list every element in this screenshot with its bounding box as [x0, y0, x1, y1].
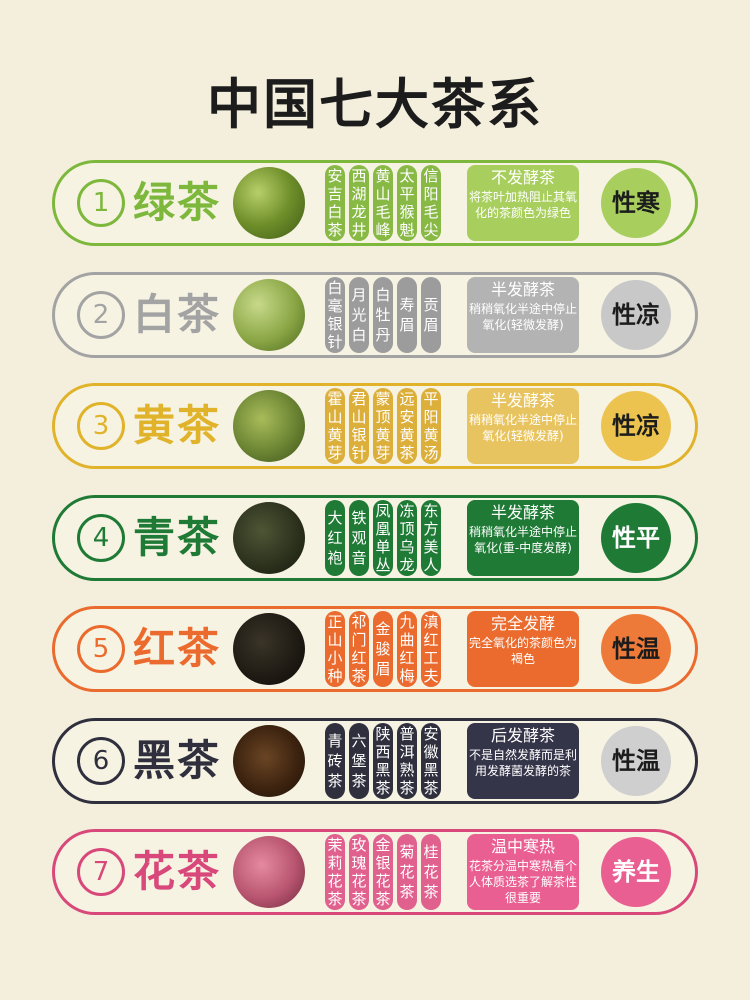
tea-number-label: 2: [92, 299, 110, 330]
tea-variety: 平阳黄汤: [421, 388, 441, 464]
tea-variety: 菊花茶: [397, 834, 417, 910]
green-tea-leaves-icon: [233, 167, 305, 239]
tea-row: 4 青茶 大红袍 铁观音 凤凰单丛 冻顶乌龙 东方美人 半发酵茶 稍稍氧化半途中停止氧化(重-中…: [52, 494, 698, 581]
tea-variety: 远安黄茶: [397, 388, 417, 464]
rose-buds-icon: [233, 836, 305, 908]
process-title: 不发酵茶: [490, 168, 555, 187]
tea-variety: 太平猴魁: [397, 165, 417, 241]
tea-number-label: 6: [92, 745, 110, 776]
process-title: 半发酵茶: [490, 391, 555, 410]
dark-tea-brick-icon: [233, 724, 305, 797]
process-title: 半发酵茶: [490, 502, 555, 522]
process-desc: 稍稍氧化半途中停止氧化(轻微发酵): [468, 301, 577, 332]
tea-name: 青茶: [133, 512, 222, 562]
process-title: 完全发酵: [490, 614, 555, 633]
tea-variety: 陕西黑茶: [373, 722, 393, 799]
process-box: 半发酵茶稍稍氧化半途中停止氧化(轻微发酵): [467, 388, 579, 464]
tea-variety: 普洱熟茶: [397, 722, 417, 799]
process-box: 完全发酵完全氧化的茶颜色为褐色: [467, 611, 579, 687]
process-desc: 花茶分温中寒热看个人体质选茶了解茶性很重要: [468, 859, 577, 905]
oolong-tea-leaves-icon: [233, 501, 305, 574]
tea-number-label: 7: [92, 857, 110, 887]
tea-nature-badge: 养生: [601, 837, 671, 907]
process-box: 后发酵茶 不是自然发酵而是利用发酵菌发酵的茶: [467, 722, 579, 799]
tea-variety: 桂花茶: [421, 834, 441, 910]
process-desc: 稍稍氧化半途中停止氧化(轻微发酵): [468, 413, 577, 443]
tea-variety: 玫瑰花茶: [349, 834, 369, 910]
tea-variety: 安徽黑茶: [421, 722, 441, 799]
process-desc: 将茶叶加热阻止其氧化的茶颜色为绿色: [468, 190, 577, 220]
tea-variety: 祁门红茶: [349, 611, 369, 687]
tea-variety: 铁观音: [349, 499, 369, 576]
tea-name: 黄茶: [133, 401, 222, 450]
tea-variety: 蒙顶黄芽: [373, 388, 393, 464]
tea-variety: 正山小种: [325, 611, 345, 687]
tea-number-label: 3: [92, 411, 110, 441]
tea-variety: 大红袍: [325, 499, 345, 576]
tea-row: 3 黄茶 霍山黄芽 君山银针 蒙顶黄芽 远安黄茶 平阳黄汤 半发酵茶稍稍氧化半途中停止氧化(轻…: [52, 383, 698, 469]
process-title: 后发酵茶: [490, 725, 555, 745]
tea-variety: 茉莉花茶: [325, 834, 345, 910]
process-desc: 完全氧化的茶颜色为褐色: [468, 636, 577, 666]
tea-number: 7: [77, 848, 125, 896]
tea-variety: 六堡茶: [349, 722, 369, 799]
process-box: 温中寒热花茶分温中寒热看个人体质选茶了解茶性很重要: [467, 834, 579, 910]
tea-variety: 君山银针: [349, 388, 369, 464]
tea-variety: 贡眉: [421, 276, 441, 353]
tea-row: 6 黑茶 青砖茶 六堡茶 陕西黑茶 普洱熟茶 安徽黑茶 后发酵茶 不是自然发酵而是利用发酵菌发酵…: [52, 717, 698, 804]
process-title: 温中寒热: [490, 837, 555, 856]
tea-variety: 白毫银针: [325, 276, 345, 353]
tea-row: 2 白茶 白毫银针 月光白 白牡丹 寿眉 贡眉 半发酵茶 稍稍氧化半途中停止氧化(轻微发酵) 性凉: [52, 271, 698, 358]
tea-number: 4: [77, 513, 125, 562]
tea-row: 7 花茶 茉莉花茶 玫瑰花茶 金银花茶 菊花茶 桂花茶 温中寒热花茶分温中寒热看个人体质选茶了…: [52, 829, 698, 915]
tea-variety: 黄山毛峰: [373, 165, 393, 241]
black-tea-leaves-icon: [233, 613, 305, 685]
tea-variety: 霍山黄芽: [325, 388, 345, 464]
tea-variety: 月光白: [349, 276, 369, 353]
tea-nature-badge: 性寒: [601, 168, 671, 238]
tea-name: 花茶: [133, 847, 222, 896]
tea-variety: 凤凰单丛: [373, 499, 393, 576]
tea-variety: 信阳毛尖: [421, 165, 441, 241]
tea-number-label: 5: [92, 634, 110, 664]
tea-variety: 安吉白茶: [325, 165, 345, 241]
tea-number: 3: [77, 402, 125, 450]
process-box: 不发酵茶将茶叶加热阻止其氧化的茶颜色为绿色: [467, 165, 579, 241]
tea-variety: 冻顶乌龙: [397, 499, 417, 576]
tea-number: 5: [77, 625, 125, 673]
tea-number: 2: [77, 290, 125, 339]
tea-nature-badge: 性平: [601, 502, 671, 573]
tea-nature-badge: 性温: [601, 614, 671, 684]
tea-variety: 金银花茶: [373, 834, 393, 910]
process-box: 半发酵茶 稍稍氧化半途中停止氧化(重-中度发酵): [467, 499, 579, 576]
tea-name: 红茶: [133, 624, 222, 673]
process-box: 半发酵茶 稍稍氧化半途中停止氧化(轻微发酵): [467, 276, 579, 353]
tea-number-label: 1: [92, 188, 110, 218]
tea-variety: 白牡丹: [373, 276, 393, 353]
tea-variety: 东方美人: [421, 499, 441, 576]
tea-variety: 寿眉: [397, 276, 417, 353]
tea-name: 绿茶: [133, 178, 222, 227]
tea-variety: 西湖龙井: [349, 165, 369, 241]
tea-variety: 滇红工夫: [421, 611, 441, 687]
tea-nature-badge: 性凉: [601, 391, 671, 461]
tea-variety: 九曲红梅: [397, 611, 417, 687]
white-tea-leaves-icon: [233, 278, 305, 351]
page-title: 中国七大茶系: [207, 73, 543, 136]
process-title: 半发酵茶: [490, 279, 555, 299]
yellow-tea-leaves-icon: [233, 390, 305, 462]
tea-number: 6: [77, 736, 125, 785]
tea-name: 白茶: [133, 289, 222, 339]
tea-variety: 金骏眉: [373, 611, 393, 687]
tea-variety: 青砖茶: [325, 722, 345, 799]
tea-nature-badge: 性凉: [601, 279, 671, 350]
tea-row: 5 红茶 正山小种 祁门红茶 金骏眉 九曲红梅 滇红工夫 完全发酵完全氧化的茶颜色为褐色 性温: [52, 606, 698, 692]
tea-row: 1 绿茶 安吉白茶 西湖龙井 黄山毛峰 太平猴魁 信阳毛尖 不发酵茶将茶叶加热阻止其氧化的茶颜…: [52, 160, 698, 246]
process-desc: 不是自然发酵而是利用发酵菌发酵的茶: [468, 747, 577, 778]
tea-name: 黑茶: [133, 735, 222, 785]
tea-nature-badge: 性温: [601, 725, 671, 796]
process-desc: 稍稍氧化半途中停止氧化(重-中度发酵): [468, 524, 577, 555]
tea-number-label: 4: [92, 522, 110, 553]
tea-number: 1: [77, 179, 125, 227]
